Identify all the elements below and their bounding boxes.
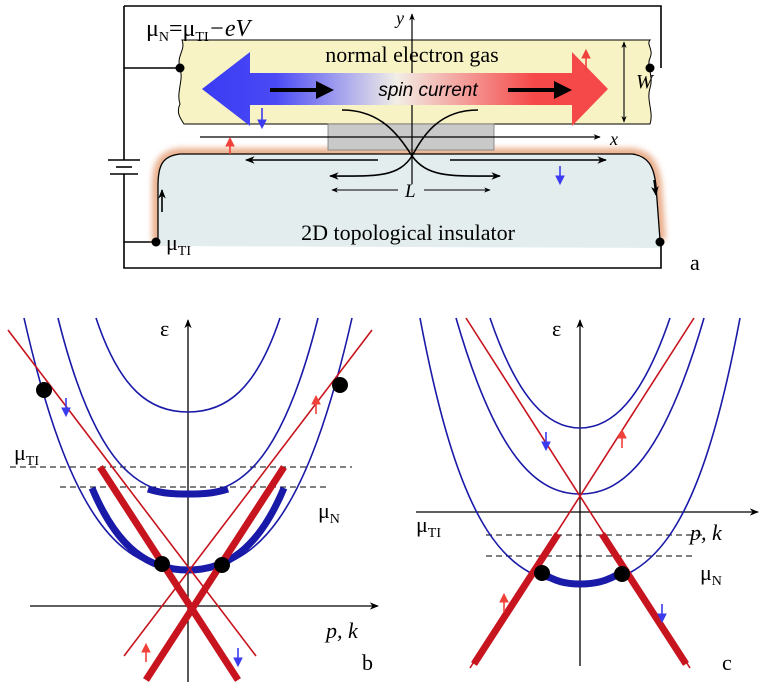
panel-letter-c: c xyxy=(722,650,732,675)
spin-up-arrow xyxy=(581,48,591,70)
spin-down-arrow xyxy=(257,108,267,130)
spin-down-arrow xyxy=(233,648,243,668)
svg-text:μN: μN xyxy=(700,560,722,589)
mu-ti-sub: TI xyxy=(195,30,209,45)
crossing-points xyxy=(36,377,348,573)
ti-label: 2D topological insulator xyxy=(301,220,516,245)
occupied-edge-states xyxy=(97,465,287,682)
spin-up-arrow xyxy=(225,136,235,154)
spin-arrows-c xyxy=(499,428,667,624)
mu-n-rhs: −eV xyxy=(209,16,253,42)
panel-letter-a: a xyxy=(690,250,700,275)
panel-b: ε μTI μN p, k b xyxy=(7,316,379,682)
energy-label: ε xyxy=(160,316,169,341)
tunneling-curves xyxy=(329,109,501,180)
spin-current-label: spin current xyxy=(378,80,478,101)
panel-letter-b: b xyxy=(362,650,373,675)
current-arrows xyxy=(270,81,572,99)
spin-up-arrow xyxy=(141,642,151,662)
length-label: L xyxy=(404,181,416,202)
circuit-wire xyxy=(124,5,662,68)
spin-up-arrow xyxy=(499,592,509,612)
spin-current-arrow xyxy=(202,52,608,126)
panel-a: μN=μTI−eV normal electron gas spin curre… xyxy=(108,5,700,275)
svg-text:μTI: μTI xyxy=(14,440,39,469)
spin-up-arrow xyxy=(617,428,627,448)
mu-n-sub: N xyxy=(159,30,169,45)
edge-arrows xyxy=(158,156,659,212)
contact-dots xyxy=(151,63,665,247)
mu-ti-label: μ xyxy=(14,440,26,465)
normal-gas-label: normal electron gas xyxy=(325,42,499,67)
width-label: W xyxy=(636,71,655,93)
momentum-label: p, k xyxy=(324,618,359,643)
spin-down-arrow xyxy=(657,604,667,624)
panel-c: ε μTI μN p, k c xyxy=(416,316,759,675)
mu-ti-sub: TI xyxy=(26,454,40,469)
spin-down-arrow xyxy=(555,166,565,186)
spin-arrows xyxy=(225,48,591,186)
svg-text:μN: μN xyxy=(318,498,340,527)
occupied-bands xyxy=(88,485,288,574)
ti-edge-line xyxy=(157,153,661,242)
mu-n-sub: N xyxy=(712,574,722,589)
crossing-points xyxy=(534,565,630,582)
momentum-label: p, k xyxy=(688,520,723,545)
occupied-bands xyxy=(538,569,624,588)
spin-down-arrow xyxy=(541,432,551,452)
spin-down-arrow xyxy=(61,398,71,418)
spin-arrows-b xyxy=(61,394,321,668)
mu-n-eq: =μ xyxy=(169,16,195,42)
svg-text:μTI: μTI xyxy=(166,230,191,259)
y-axis-label: y xyxy=(394,8,404,28)
mu-n-label: μ xyxy=(700,560,712,585)
mu-n-label: μ xyxy=(146,16,159,42)
energy-label: ε xyxy=(552,316,561,341)
circuit-wire-left-lower xyxy=(123,174,662,269)
occupied-edge-states xyxy=(471,532,689,666)
mu-ti-label: μ xyxy=(416,512,428,537)
ti-body xyxy=(158,154,660,248)
mu-n-sub: N xyxy=(330,512,340,527)
mu-ti-label: μ xyxy=(166,230,178,255)
spin-up-arrow xyxy=(311,394,321,414)
svg-text:μN=μTI−eV: μN=μTI−eV xyxy=(146,16,252,45)
mu-n-label: μ xyxy=(318,498,330,523)
x-axis-label: x xyxy=(609,129,618,149)
battery-icon xyxy=(108,159,140,175)
mu-ti-sub: TI xyxy=(178,244,192,259)
mu-ti-sub: TI xyxy=(428,526,442,541)
svg-text:μTI: μTI xyxy=(416,512,441,541)
